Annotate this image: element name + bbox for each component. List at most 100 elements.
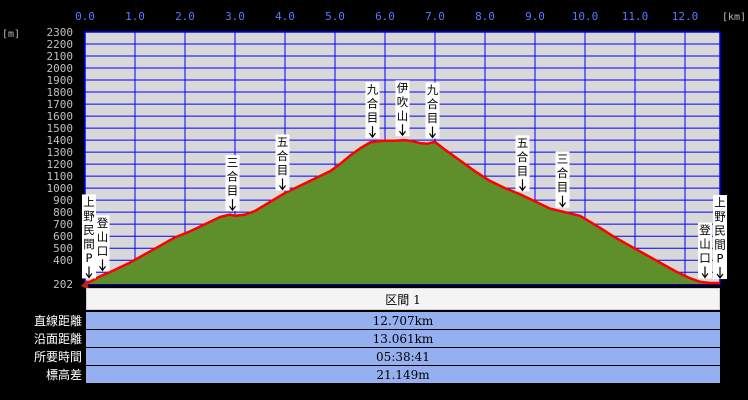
landmark-label-bg bbox=[225, 155, 240, 212]
landmark-marker: 三合目 bbox=[555, 151, 570, 208]
start-point-icon bbox=[81, 280, 89, 288]
info-row-straight-distance: 直線距離 12.707km bbox=[0, 312, 748, 330]
landmark-marker: 伊吹山 bbox=[395, 80, 410, 137]
down-arrow-icon bbox=[399, 124, 406, 137]
landmark-label-bg bbox=[515, 135, 530, 192]
down-arrow-icon bbox=[279, 178, 286, 191]
y-tick-label: 1200 bbox=[47, 158, 74, 171]
x-tick-label: 8.0 bbox=[475, 10, 495, 23]
info-row-surface-distance: 沿面距離 13.061km bbox=[0, 330, 748, 348]
y-tick-label: 600 bbox=[53, 230, 73, 243]
down-arrow-icon bbox=[701, 266, 709, 279]
down-arrow-icon bbox=[85, 266, 93, 279]
landmark-label: 五合目 bbox=[277, 135, 289, 177]
landmark-label: 上野民間 P bbox=[83, 195, 95, 265]
x-tick-label: 4.0 bbox=[275, 10, 295, 23]
landmark-label-bg bbox=[275, 134, 290, 191]
y-tick-label: 900 bbox=[53, 194, 73, 207]
info-value: 05:38:41 bbox=[86, 348, 720, 365]
x-tick-labels: 0.0 1.0 2.0 3.0 4.0 5.0 6.0 7.0 8.0 9.0 10.0 11.0 12… bbox=[75, 10, 698, 23]
y-tick-label: 1300 bbox=[47, 146, 74, 159]
info-value: 13.061km bbox=[86, 330, 720, 347]
x-tick-label: 6.0 bbox=[375, 10, 395, 23]
landmark-label-bg bbox=[698, 222, 712, 279]
x-tick-label: 9.0 bbox=[525, 10, 545, 23]
y-tick-label: 1400 bbox=[47, 134, 74, 147]
landmark-marker: 登山口 bbox=[95, 215, 110, 272]
landmark-label: 三合目 bbox=[557, 152, 569, 194]
landmark-marker: 五合目 bbox=[515, 135, 530, 192]
y-tick-label: 400 bbox=[53, 254, 73, 267]
x-tick-label: 1.0 bbox=[125, 10, 145, 23]
info-label: 所要時間 bbox=[33, 350, 82, 364]
landmark-marker: 九合目 bbox=[425, 82, 440, 139]
landmark-marker: 登山口 bbox=[698, 222, 712, 279]
info-value: 21.149m bbox=[86, 366, 720, 383]
landmark-label-bg bbox=[365, 82, 380, 139]
x-tick-label: 5.0 bbox=[325, 10, 345, 23]
y-tick-label: 2200 bbox=[47, 38, 74, 51]
landmark-label-bg bbox=[82, 194, 96, 279]
y-tick-label: 1800 bbox=[47, 86, 74, 99]
landmark-marker: 上野民間 P bbox=[82, 194, 96, 279]
section-label: 区間 1 bbox=[86, 288, 720, 310]
x-axis-unit: [km] bbox=[722, 12, 746, 23]
landmark-label: 九合目 bbox=[427, 83, 439, 125]
y-tick-label: 500 bbox=[53, 242, 73, 255]
landmark-marker: 五合目 bbox=[275, 134, 290, 191]
landmark-label: 伊吹山 bbox=[397, 81, 409, 123]
landmark-label: 上野民間 P bbox=[714, 196, 726, 266]
y-tick-label: 1100 bbox=[47, 170, 74, 183]
landmark-label-bg bbox=[425, 82, 440, 139]
landmark-label: 登山口 bbox=[699, 223, 711, 265]
landmark-label-bg bbox=[555, 151, 570, 208]
y-tick-label: 1900 bbox=[47, 74, 74, 87]
landmark-label-bg bbox=[395, 80, 410, 137]
info-row-required-time: 所要時間 05:38:41 bbox=[0, 348, 748, 366]
down-arrow-icon bbox=[369, 126, 376, 139]
landmark-marker: 九合目 bbox=[365, 82, 380, 139]
y-tick-label: 800 bbox=[53, 206, 73, 219]
elevation-area bbox=[85, 140, 720, 284]
y-tick-label: 202 bbox=[53, 278, 73, 288]
landmark-label: 九合目 bbox=[367, 83, 379, 125]
y-tick-label: 2300 bbox=[47, 26, 74, 39]
info-value: 12.707km bbox=[86, 312, 720, 329]
landmark-label: 三合目 bbox=[227, 156, 239, 198]
x-tick-label: 3.0 bbox=[225, 10, 245, 23]
y-tick-label: 1500 bbox=[47, 122, 74, 135]
landmark-label: 登山口 bbox=[97, 216, 109, 258]
landmark-label-bg bbox=[713, 195, 727, 280]
x-tick-label: 10.0 bbox=[572, 10, 599, 23]
info-row-elevation-difference: 標高差 21.149m bbox=[0, 366, 748, 384]
down-arrow-icon bbox=[429, 126, 436, 139]
y-tick-label: 700 bbox=[53, 218, 73, 231]
down-arrow-icon bbox=[519, 179, 526, 192]
landmark-label: 五合目 bbox=[517, 136, 529, 178]
x-tick-label: 2.0 bbox=[175, 10, 195, 23]
x-tick-label: 11.0 bbox=[622, 10, 649, 23]
landmark-label-bg bbox=[95, 215, 110, 272]
down-arrow-icon bbox=[559, 195, 566, 208]
landmark-marker: 上野民間 P bbox=[713, 195, 727, 280]
y-tick-label: 2000 bbox=[47, 62, 74, 75]
y-tick-label: 2100 bbox=[47, 50, 74, 63]
landmark-marker: 三合目 bbox=[225, 155, 240, 212]
x-tick-label: 12.0 bbox=[672, 10, 699, 23]
y-tick-labels: 2300220021002000190018001700160015001400… bbox=[47, 26, 74, 288]
x-tick-label: 7.0 bbox=[425, 10, 445, 23]
info-label: 沿面距離 bbox=[33, 332, 82, 346]
info-label: 標高差 bbox=[45, 368, 82, 382]
elevation-profile-chart: [m] [km] 2300220021002000190018001700160… bbox=[2, 10, 746, 288]
x-tick-label: 0.0 bbox=[75, 10, 95, 23]
info-label: 直線距離 bbox=[33, 314, 82, 328]
y-tick-label: 1600 bbox=[47, 110, 74, 123]
down-arrow-icon bbox=[99, 259, 106, 272]
elevation-line bbox=[84, 138, 720, 285]
y-tick-label: 1700 bbox=[47, 98, 74, 111]
down-arrow-icon bbox=[716, 267, 724, 280]
down-arrow-icon bbox=[229, 199, 236, 212]
y-axis-unit: [m] bbox=[2, 29, 20, 40]
y-tick-label: 1000 bbox=[47, 182, 74, 195]
